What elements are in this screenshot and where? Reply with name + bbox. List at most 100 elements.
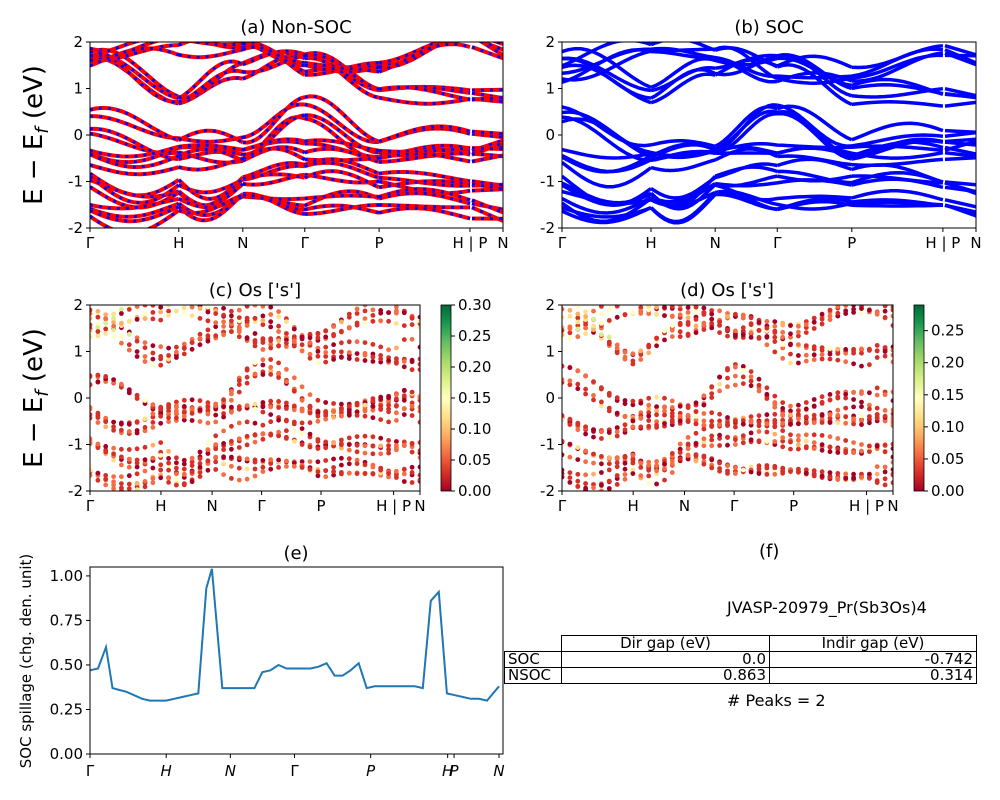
projection-point: [299, 420, 305, 426]
band-line-blue: [562, 190, 976, 225]
projection-point: [244, 315, 250, 321]
xtick-label-b: Γ: [773, 234, 782, 252]
projection-point: [796, 353, 801, 358]
band-line-blue-dashed: [90, 42, 503, 74]
projection-point: [867, 402, 872, 408]
projection-point: [244, 476, 250, 482]
projection-point: [394, 439, 399, 444]
projection-point: [362, 320, 368, 326]
projection-point: [181, 404, 187, 409]
projection-point: [378, 406, 384, 412]
ytick-label-e: 1.00: [50, 567, 83, 585]
projection-point: [882, 418, 888, 424]
xtick-label-e: P: [366, 762, 376, 780]
projection-point: [103, 473, 109, 478]
projection-point: [354, 351, 360, 356]
projection-point: [882, 308, 888, 314]
projection-point: [788, 417, 793, 423]
projection-point: [622, 413, 628, 419]
projection-point: [748, 383, 754, 389]
projection-point: [606, 455, 612, 461]
projection-point: [835, 446, 841, 452]
projection-point: [827, 397, 833, 403]
projection-point: [662, 305, 667, 310]
projection-point: [567, 454, 573, 460]
projection-point: [229, 318, 234, 324]
projection-point: [323, 458, 329, 463]
projection-point: [646, 473, 652, 479]
gap-table-row-soc: SOC 0.0 -0.742: [504, 651, 977, 668]
projection-point: [213, 320, 219, 326]
projection-point: [669, 414, 675, 419]
projection-point: [205, 305, 211, 310]
projection-point: [260, 337, 266, 343]
projection-point: [299, 431, 305, 436]
projection-point: [394, 305, 399, 310]
projection-point: [733, 471, 738, 476]
band-line-blue-dashed: [90, 42, 503, 74]
projection-point: [260, 318, 266, 323]
projection-point: [197, 407, 203, 413]
projection-point: [339, 349, 344, 355]
projection-point: [197, 456, 203, 461]
projection-point: [575, 483, 581, 489]
projection-point: [401, 310, 407, 316]
projection-point: [764, 325, 770, 331]
projection-point: [236, 389, 242, 395]
projection-point: [788, 412, 793, 418]
projection-point: [874, 414, 880, 420]
projection-point: [315, 349, 321, 354]
projection-point: [709, 433, 715, 439]
projection-point: [803, 420, 809, 426]
projection-point: [662, 466, 667, 471]
projection-point: [401, 388, 407, 393]
projection-point: [386, 409, 391, 415]
projection-point: [874, 385, 880, 391]
projection-point: [638, 473, 644, 479]
projection-point: [221, 324, 227, 329]
projection-point: [630, 452, 636, 458]
projection-point: [166, 415, 172, 421]
projection-point: [748, 437, 754, 443]
projection-point: [701, 443, 707, 449]
projection-point: [890, 471, 893, 477]
projection-point: [709, 311, 715, 317]
projection-point: [268, 419, 274, 425]
projection-point: [599, 403, 604, 409]
ytick-label-a: 1: [73, 80, 83, 98]
projection-point: [252, 371, 258, 377]
projection-point: [142, 316, 148, 321]
projection-point: [331, 324, 336, 329]
projection-point: [150, 350, 156, 356]
projection-point: [882, 443, 888, 448]
projection-point: [562, 363, 565, 369]
projection-point: [205, 404, 211, 409]
projection-point: [409, 449, 415, 455]
projection-point: [142, 354, 148, 359]
projection-point: [890, 398, 893, 404]
projection-point: [174, 349, 179, 355]
projection-point: [748, 335, 754, 340]
projection-point: [315, 331, 321, 337]
projection-point: [796, 442, 801, 448]
projection-point: [764, 421, 770, 427]
projection-point: [772, 328, 778, 334]
projection-point: [103, 419, 109, 425]
xtick-label-a: P: [375, 234, 384, 252]
projection-point: [788, 331, 793, 337]
projection-point: [843, 347, 849, 352]
projection-point: [370, 434, 376, 440]
projection-point: [827, 351, 833, 357]
projection-point: [827, 313, 833, 319]
projection-point: [796, 421, 801, 427]
projection-point: [150, 310, 156, 315]
projection-point: [111, 479, 116, 485]
projection-point: [662, 313, 667, 318]
projection-point: [583, 325, 588, 331]
projection-point: [693, 323, 699, 329]
projection-point: [417, 464, 420, 470]
projection-point: [811, 397, 817, 402]
projection-point: [370, 313, 376, 318]
projection-point: [662, 405, 667, 410]
